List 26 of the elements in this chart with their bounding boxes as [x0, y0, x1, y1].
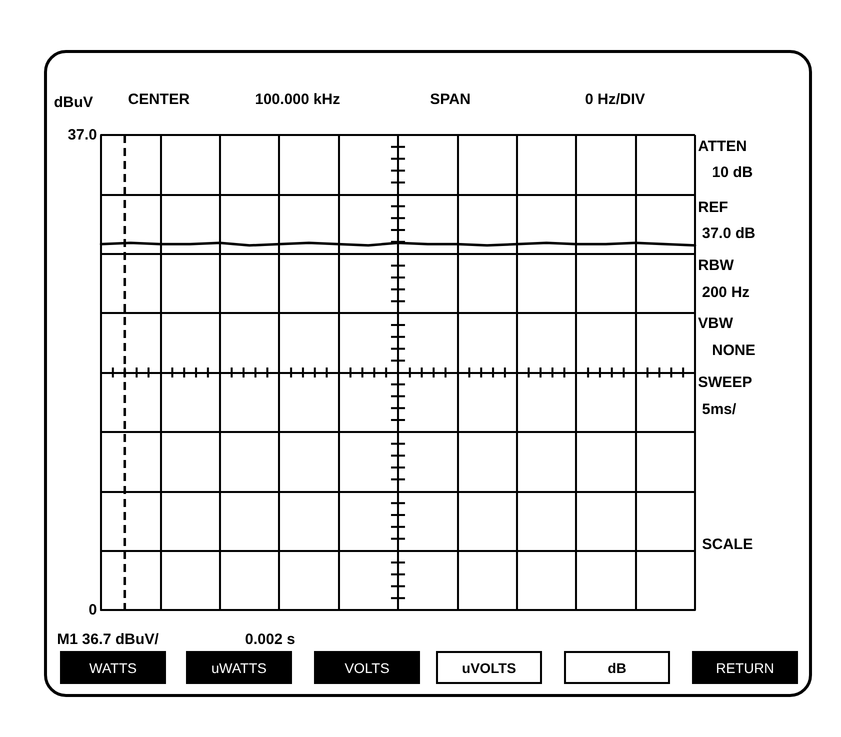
text: uVOLTS — [436, 651, 542, 684]
y-tick-label: 0 — [88, 602, 97, 618]
text: RETURN — [692, 651, 798, 684]
text: SPAN — [430, 91, 471, 108]
text: NONE — [712, 342, 756, 359]
text: 200 Hz — [702, 284, 750, 301]
text: 0 Hz/DIV — [585, 91, 646, 108]
text: 5ms/ — [702, 401, 736, 418]
text: ATTEN — [698, 138, 747, 155]
text: VBW — [698, 315, 733, 332]
text: dB — [564, 651, 670, 684]
text: 10 dB — [712, 164, 753, 181]
text: RBW — [698, 257, 734, 274]
text: SCALE — [702, 536, 753, 553]
text: REF — [698, 199, 728, 216]
text: VOLTS — [314, 651, 420, 684]
text: uWATTS — [186, 651, 292, 684]
text: CENTER — [128, 91, 190, 108]
text: 100.000 kHz — [255, 91, 340, 108]
text: 0.002 s — [245, 631, 296, 648]
text: M1 36.7 dBuV/ — [57, 631, 159, 648]
text: 37.0 dB — [702, 225, 756, 242]
text: WATTS — [60, 651, 166, 684]
y-axis-title: dBuV — [54, 94, 93, 111]
text: SWEEP — [698, 374, 752, 391]
y-tick-label: 37.0 — [68, 126, 97, 144]
